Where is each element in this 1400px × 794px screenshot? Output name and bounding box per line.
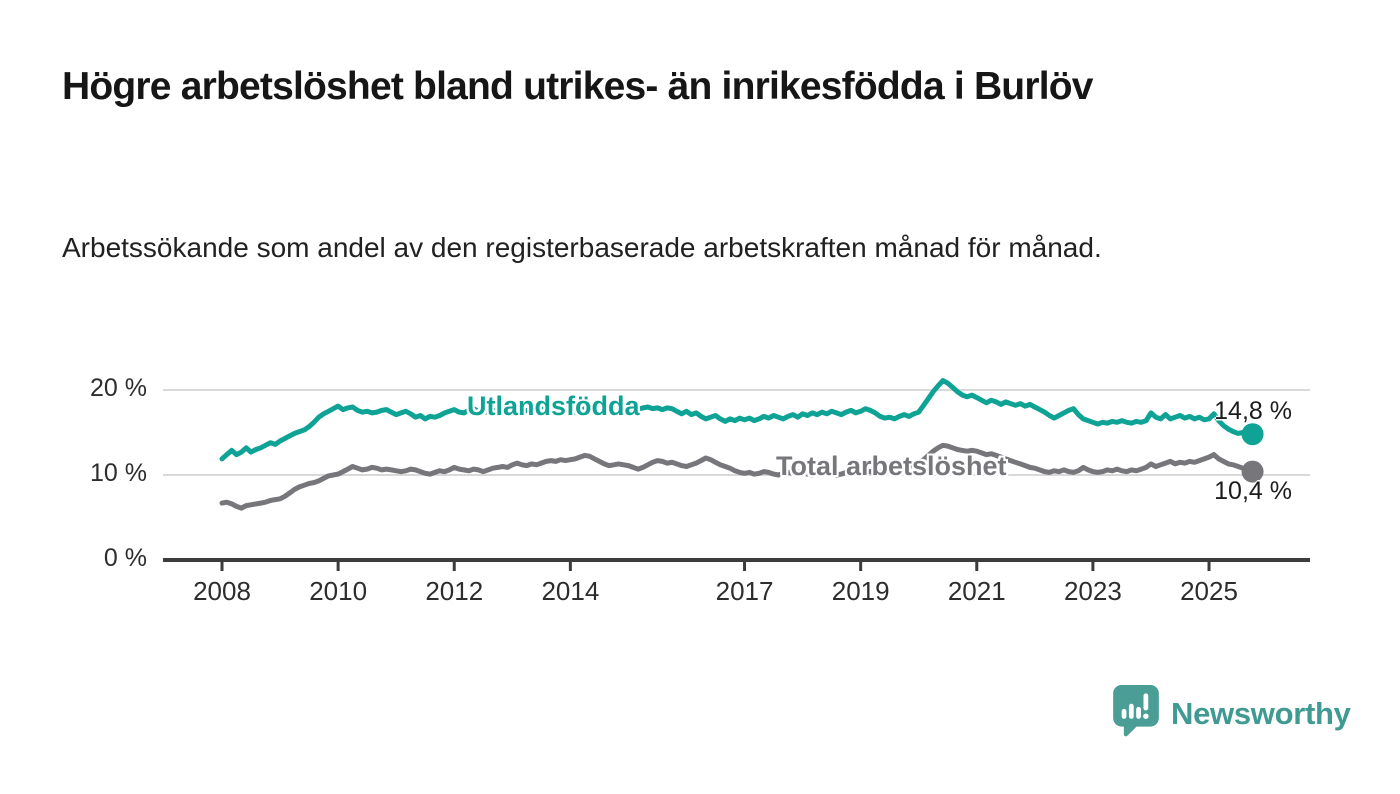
y-axis-tick-label: 20 %	[90, 374, 147, 402]
x-axis-tick-label: 2021	[947, 576, 1006, 606]
x-axis-tick-label: 2017	[715, 576, 774, 606]
newsworthy-wordmark: Newsworthy	[1171, 695, 1351, 731]
y-axis-tick-label: 10 %	[90, 459, 147, 487]
series-end-value-total-arbetsloshet: 10,4 %	[1214, 477, 1292, 505]
series-end-value-utlandsfodda: 14,8 %	[1214, 397, 1292, 425]
x-axis-tick-label: 2014	[541, 576, 600, 606]
series-label-utlandsfodda: Utlandsfödda	[467, 391, 640, 421]
y-axis-tick-label: 0 %	[103, 544, 147, 572]
x-axis-tick-label: 2025	[1180, 576, 1238, 606]
newsworthy-logo-icon	[1112, 684, 1160, 743]
x-axis-tick-label: 2008	[193, 576, 251, 606]
page-title: Högre arbetslöshet bland utrikes- än inr…	[62, 65, 1093, 108]
x-axis-tick-label: 2010	[309, 576, 368, 606]
page-subtitle: Arbetssökande som andel av den registerb…	[62, 232, 1102, 263]
x-axis-tick-label: 2019	[831, 576, 890, 606]
series-label-total-arbetsloshet: Total arbetslöshet	[776, 451, 1007, 481]
newsworthy-branding: Newsworthy	[1112, 684, 1351, 743]
x-axis-tick-label: 2012	[425, 576, 484, 606]
x-axis-tick-label: 2023	[1063, 576, 1122, 606]
